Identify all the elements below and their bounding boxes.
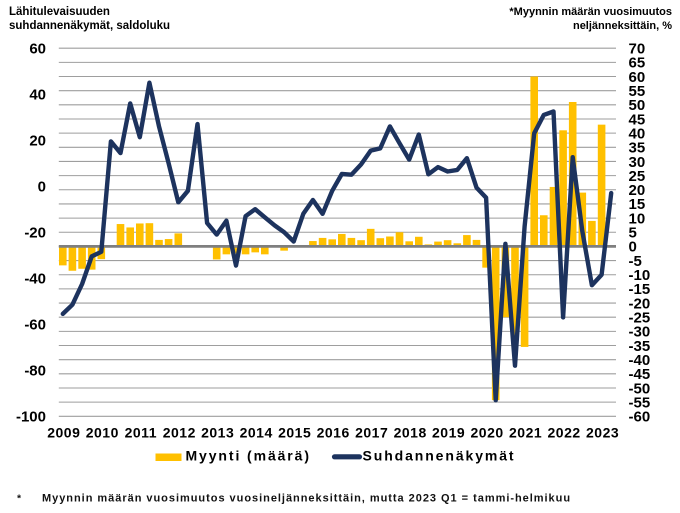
svg-text:2022: 2022: [548, 425, 581, 441]
svg-text:5: 5: [629, 225, 637, 242]
svg-text:neljänneksittäin, %: neljänneksittäin, %: [573, 20, 672, 32]
svg-text:2010: 2010: [86, 425, 119, 441]
svg-text:70: 70: [629, 41, 646, 58]
svg-text:-35: -35: [629, 338, 651, 355]
svg-text:2018: 2018: [394, 425, 427, 441]
svg-text:Suhdannenäkymät: Suhdannenäkymät: [363, 448, 516, 464]
svg-text:25: 25: [629, 168, 646, 185]
svg-text:2017: 2017: [355, 425, 388, 441]
svg-text:-80: -80: [24, 363, 46, 380]
svg-text:-20: -20: [629, 295, 651, 312]
svg-text:2015: 2015: [278, 425, 311, 441]
svg-text:Myynti (määrä): Myynti (määrä): [186, 448, 311, 464]
svg-text:-100: -100: [16, 409, 46, 426]
svg-text:2016: 2016: [317, 425, 350, 441]
svg-text:2009: 2009: [47, 425, 80, 441]
svg-text:2019: 2019: [432, 425, 465, 441]
svg-text:2023: 2023: [586, 425, 619, 441]
svg-text:-60: -60: [24, 317, 46, 334]
svg-text:45: 45: [629, 111, 646, 128]
svg-text:10: 10: [629, 210, 646, 227]
svg-text:-60: -60: [629, 409, 651, 426]
svg-text:50: 50: [629, 97, 646, 114]
svg-text:15: 15: [629, 196, 646, 213]
svg-text:-40: -40: [629, 352, 651, 369]
svg-text:-30: -30: [629, 324, 651, 341]
svg-text:2014: 2014: [240, 425, 273, 441]
svg-text:65: 65: [629, 55, 646, 72]
svg-text:60: 60: [629, 69, 646, 86]
svg-text:-40: -40: [24, 271, 46, 288]
svg-text:2011: 2011: [125, 425, 157, 441]
svg-text:2012: 2012: [163, 425, 196, 441]
svg-text:-10: -10: [629, 267, 651, 284]
svg-text:suhdannenäkymät, saldoluku: suhdannenäkymät, saldoluku: [9, 20, 170, 32]
svg-text:-20: -20: [24, 225, 46, 242]
svg-text:Lähitulevaisuuden: Lähitulevaisuuden: [9, 6, 110, 18]
svg-text:*Myynnin määrän vuosimuutos: *Myynnin määrän vuosimuutos: [509, 6, 672, 18]
svg-text:60: 60: [29, 41, 46, 58]
svg-text:-25: -25: [629, 310, 651, 327]
svg-text:20: 20: [29, 133, 46, 150]
svg-text:30: 30: [629, 154, 646, 171]
svg-text:2021: 2021: [509, 425, 542, 441]
svg-text:0: 0: [629, 239, 637, 256]
svg-text:-55: -55: [629, 394, 651, 411]
svg-text:20: 20: [629, 182, 646, 199]
svg-text:2013: 2013: [201, 425, 234, 441]
svg-text:-45: -45: [629, 366, 651, 383]
svg-text:35: 35: [629, 140, 646, 157]
svg-text:40: 40: [629, 125, 646, 142]
svg-text:40: 40: [29, 87, 46, 104]
svg-text:*: *: [17, 493, 22, 505]
svg-text:55: 55: [629, 83, 646, 100]
svg-text:-5: -5: [629, 253, 642, 270]
svg-text:-50: -50: [629, 380, 651, 397]
svg-text:0: 0: [38, 179, 46, 196]
svg-text:2020: 2020: [471, 425, 504, 441]
svg-text:-15: -15: [629, 281, 651, 298]
svg-text:Myynnin määrän vuosimuutos vuo: Myynnin määrän vuosimuutos vuosineljänne…: [42, 493, 571, 505]
